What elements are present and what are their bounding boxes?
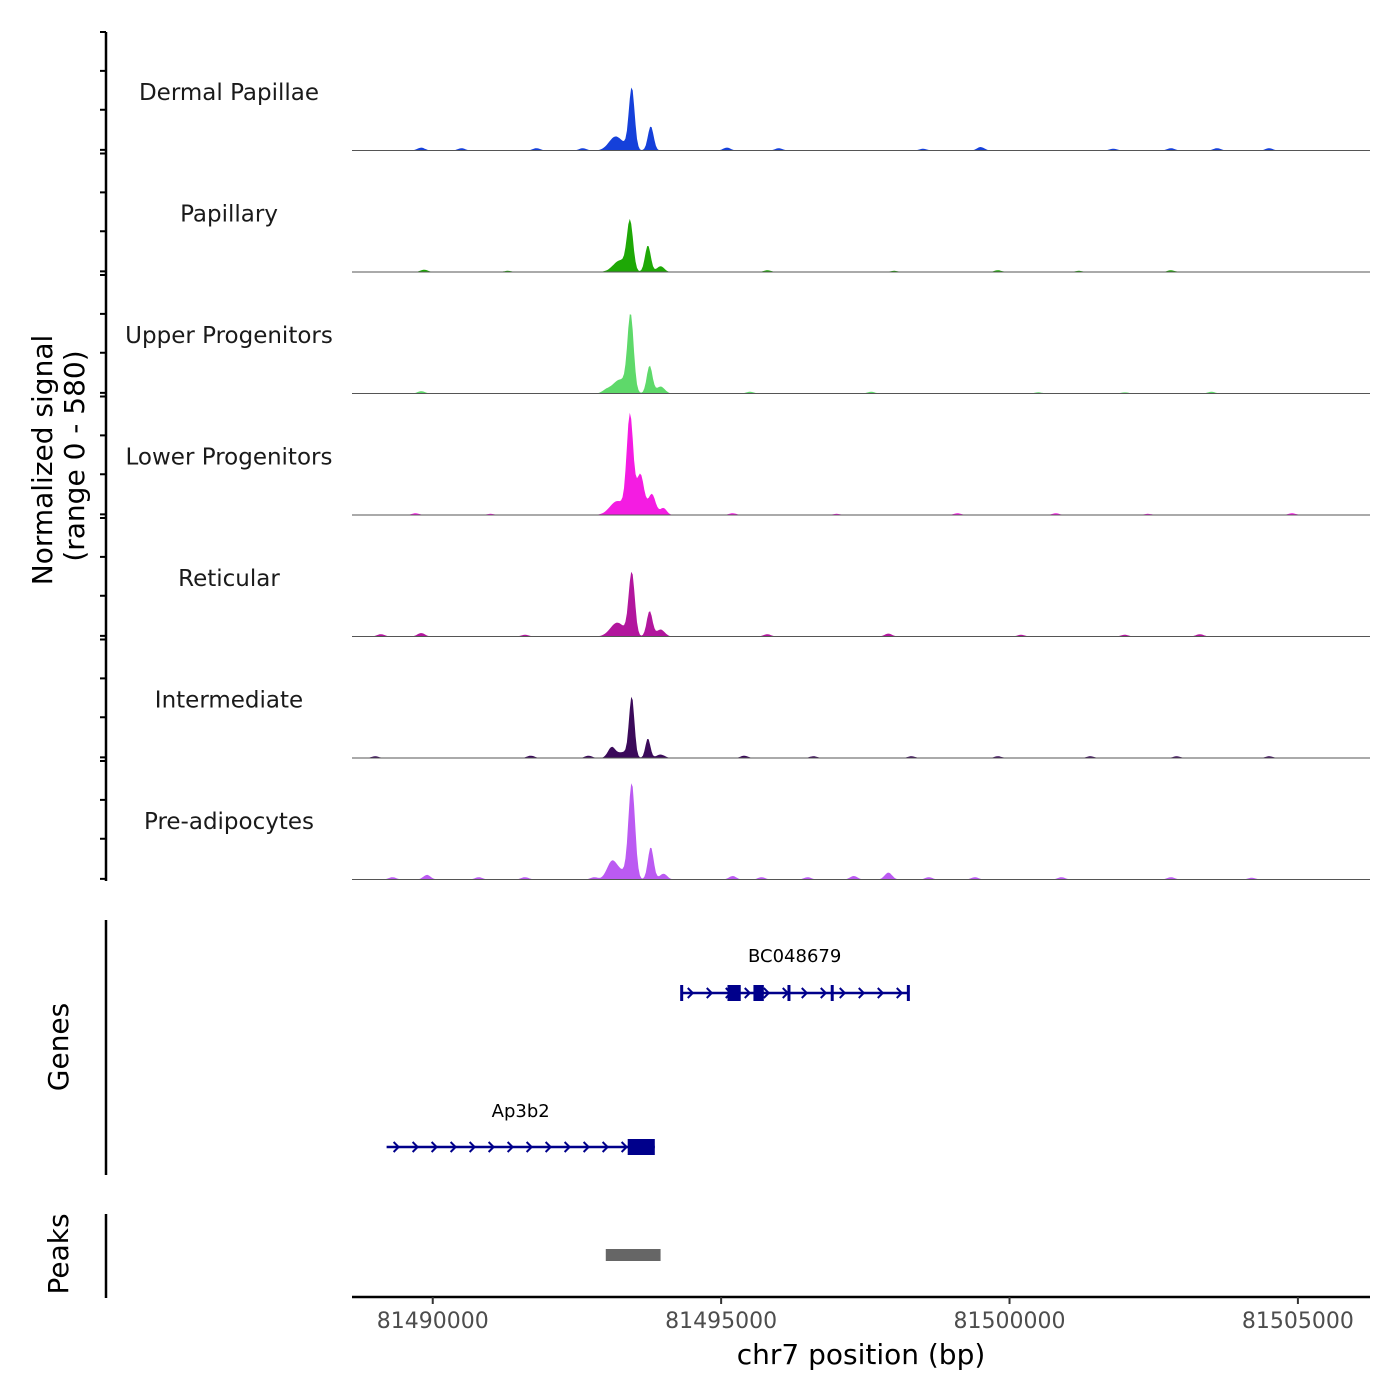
exon-bc048679-2 bbox=[753, 985, 764, 1001]
peak-region-0 bbox=[605, 1249, 661, 1261]
signal-area-upper-progenitors bbox=[352, 314, 1370, 394]
y-axis-title-line2: (range 0 - 580) bbox=[58, 350, 91, 561]
x-axis-ticks: 81490000 81495000 81500000 81505000 bbox=[377, 1297, 1354, 1334]
gene-ap3b2: Ap3b2 bbox=[386, 1101, 655, 1155]
signal-area-papillary bbox=[352, 218, 1370, 272]
signal-area-pre-adipocytes bbox=[352, 783, 1370, 880]
strand-arrow-ap3b2-6 bbox=[506, 1141, 515, 1153]
strand-arrow-ap3b2-10 bbox=[582, 1141, 591, 1153]
track-intermediate: Intermediate bbox=[155, 688, 1370, 759]
strand-arrow-ap3b2-4 bbox=[468, 1141, 477, 1153]
peaks-axis-title: Peaks bbox=[42, 1213, 75, 1294]
x-tick-label-1: 81495000 bbox=[665, 1309, 777, 1334]
gene-label-bc048679: BC048679 bbox=[748, 946, 841, 967]
track-reticular: Reticular bbox=[178, 566, 1370, 637]
gene-bc048679: BC048679 bbox=[680, 946, 910, 1001]
signal-tracks: Dermal Papillae Papillary Upper Progenitor… bbox=[125, 80, 1370, 880]
strand-arrow-bc048679-9 bbox=[858, 987, 866, 999]
strand-arrow-ap3b2-0 bbox=[392, 1141, 401, 1153]
track-dermal-papillae: Dermal Papillae bbox=[139, 80, 1370, 151]
strand-arrow-bc048679-3 bbox=[744, 987, 752, 999]
strand-arrow-bc048679-10 bbox=[877, 987, 885, 999]
x-tick-label-2: 81500000 bbox=[954, 1309, 1066, 1334]
strand-arrow-bc048679-11 bbox=[896, 987, 904, 999]
strand-arrow-ap3b2-5 bbox=[487, 1141, 496, 1153]
signal-area-intermediate bbox=[352, 696, 1370, 758]
track-label-lower-progenitors: Lower Progenitors bbox=[126, 445, 333, 471]
exon-bc048679-5 bbox=[906, 985, 910, 1001]
strand-arrow-ap3b2-3 bbox=[449, 1141, 458, 1153]
peak-track bbox=[605, 1249, 661, 1261]
strand-arrow-ap3b2-8 bbox=[544, 1141, 553, 1153]
track-label-pre-adipocytes: Pre-adipocytes bbox=[144, 809, 314, 835]
strand-arrow-bc048679-7 bbox=[820, 987, 828, 999]
track-pre-adipocytes: Pre-adipocytes bbox=[144, 783, 1370, 880]
track-lower-progenitors: Lower Progenitors bbox=[126, 412, 1370, 516]
y-axis-title-line1: Normalized signal bbox=[26, 335, 59, 586]
axes: Normalized signal (range 0 - 580) Genes … bbox=[26, 31, 1370, 1371]
signal-area-lower-progenitors bbox=[352, 412, 1370, 515]
signal-area-dermal-papillae bbox=[352, 87, 1370, 151]
x-axis-title: chr7 position (bp) bbox=[737, 1338, 986, 1371]
track-label-papillary: Papillary bbox=[180, 202, 278, 228]
track-papillary: Papillary bbox=[180, 202, 1370, 273]
strand-arrow-ap3b2-9 bbox=[563, 1141, 572, 1153]
strand-arrow-bc048679-4 bbox=[763, 987, 771, 999]
strand-arrow-ap3b2-1 bbox=[411, 1141, 420, 1153]
track-label-upper-progenitors: Upper Progenitors bbox=[125, 323, 333, 349]
signal-area-reticular bbox=[352, 571, 1370, 637]
strand-arrow-ap3b2-12 bbox=[620, 1141, 629, 1153]
gene-track: BC048679 Ap3b2 bbox=[386, 946, 910, 1155]
gene-label-ap3b2: Ap3b2 bbox=[492, 1101, 550, 1122]
track-upper-progenitors: Upper Progenitors bbox=[125, 314, 1370, 394]
track-label-dermal-papillae: Dermal Papillae bbox=[139, 80, 319, 106]
strand-arrow-bc048679-6 bbox=[801, 987, 809, 999]
track-label-intermediate: Intermediate bbox=[155, 688, 303, 714]
strand-arrow-ap3b2-2 bbox=[430, 1141, 439, 1153]
strand-arrow-ap3b2-7 bbox=[525, 1141, 534, 1153]
strand-arrow-bc048679-8 bbox=[839, 987, 847, 999]
exon-bc048679-1 bbox=[727, 985, 741, 1001]
strand-arrow-ap3b2-11 bbox=[601, 1141, 610, 1153]
exon-ap3b2-0 bbox=[627, 1139, 655, 1155]
exon-bc048679-4 bbox=[830, 985, 834, 1001]
x-tick-label-0: 81490000 bbox=[377, 1309, 489, 1334]
strand-arrow-bc048679-1 bbox=[706, 987, 714, 999]
exon-bc048679-3 bbox=[787, 985, 791, 1001]
x-tick-label-3: 81505000 bbox=[1242, 1309, 1354, 1334]
genes-axis-title: Genes bbox=[42, 1003, 75, 1091]
strand-arrow-bc048679-0 bbox=[687, 987, 695, 999]
exon-bc048679-0 bbox=[680, 985, 684, 1001]
track-label-reticular: Reticular bbox=[178, 566, 280, 592]
